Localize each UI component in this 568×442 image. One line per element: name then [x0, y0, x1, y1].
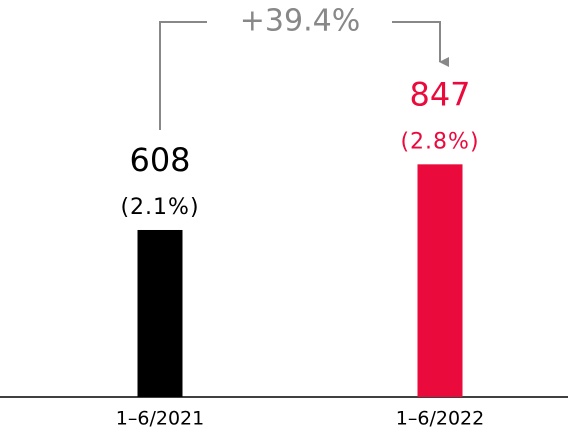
x-tick-label: 1–6/2021: [116, 408, 204, 430]
share-label: (2.1%): [120, 195, 199, 220]
growth-annotation: +39.4%: [240, 4, 360, 39]
x-tick-label: 1–6/2022: [396, 408, 484, 430]
bracket-right: [392, 21, 449, 67]
bar: [137, 229, 183, 397]
share-label: (2.8%): [400, 129, 479, 154]
bracket-left: [159, 21, 207, 130]
value-label: 608: [129, 141, 190, 179]
value-label: 847: [409, 75, 470, 113]
bar: [417, 164, 463, 397]
